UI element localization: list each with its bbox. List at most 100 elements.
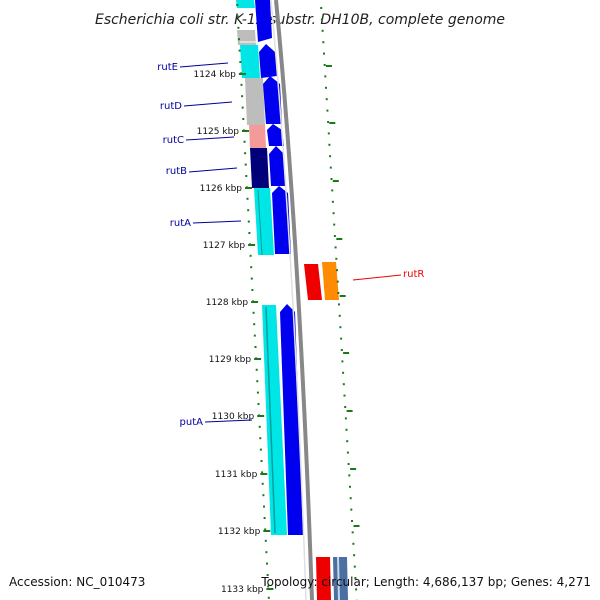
gene-leader-line xyxy=(188,167,238,173)
ruler-dot xyxy=(244,152,247,155)
arrow-putA xyxy=(280,304,303,535)
ruler-dot xyxy=(253,334,256,337)
tick-mark xyxy=(238,73,246,75)
ruler-dash xyxy=(353,525,360,527)
ruler-right-dots xyxy=(320,7,360,600)
feature-block-ruteE xyxy=(240,45,260,78)
ruler-dot xyxy=(263,517,266,519)
ruler-dot xyxy=(351,531,354,534)
tick-label: 1132 kbp xyxy=(218,527,261,537)
ruler-dot xyxy=(352,542,355,545)
map-title: Escherichia coli str. K-12 substr. DH10B… xyxy=(95,12,505,28)
ruler-dash xyxy=(329,122,336,124)
gene-leader-line xyxy=(183,101,233,107)
feature-block-rutC xyxy=(249,125,266,148)
ruler-dot xyxy=(334,246,337,249)
ruler-dot xyxy=(320,7,323,9)
backbone-arc xyxy=(274,0,314,600)
ruler-dot xyxy=(250,277,253,280)
ruler-dot xyxy=(329,166,332,169)
accession-text: Accession: NC_010473 xyxy=(9,575,145,589)
ruler-dot xyxy=(259,448,262,451)
ruler-dot xyxy=(236,4,239,6)
ruler-dot xyxy=(250,266,253,269)
tick-label: 1126 kbp xyxy=(200,184,243,194)
ruler-dot xyxy=(253,323,256,326)
ruler-dot xyxy=(333,223,336,226)
ruler-dot xyxy=(325,86,327,89)
tick-mark xyxy=(251,301,259,303)
ruler-dot xyxy=(336,269,338,272)
gene-label-rutA: rutA xyxy=(170,218,191,229)
ruler-dot xyxy=(329,155,332,158)
ruler-dot xyxy=(239,61,242,63)
ruler-dot xyxy=(330,178,333,180)
ruler-dot xyxy=(258,425,261,428)
ruler-dash xyxy=(339,295,346,297)
ruler-dot xyxy=(264,528,267,531)
ruler-dot xyxy=(347,463,350,465)
ruler-dash xyxy=(325,65,332,67)
ruler-dot xyxy=(333,235,336,237)
ruler-dot xyxy=(252,311,255,314)
feature-block-rutD xyxy=(245,78,265,125)
tick-mark xyxy=(257,415,265,417)
ruler-dot xyxy=(255,368,258,371)
feature-block-gray-top xyxy=(237,30,256,45)
ruler-dot xyxy=(355,588,358,591)
ruler-dot xyxy=(320,18,323,21)
ruler-dash xyxy=(350,468,357,470)
arrow-rutB xyxy=(269,146,286,186)
ruler-dot xyxy=(263,505,265,508)
ruler-dash xyxy=(346,410,353,412)
gene-leader-line xyxy=(185,136,235,141)
ruler-dot xyxy=(331,189,334,192)
ruler-dash xyxy=(336,238,343,240)
tick-label: 1124 kbp xyxy=(193,70,236,80)
ruler-dot xyxy=(265,551,268,554)
ruler-dot xyxy=(324,75,327,78)
ruler-dot xyxy=(244,163,247,166)
ruler-dot xyxy=(256,391,259,394)
ruler-dot xyxy=(256,380,259,383)
backbone-arc-inner xyxy=(270,0,307,600)
ruler-dot xyxy=(326,109,329,112)
ruler-dot xyxy=(266,574,269,576)
ruler-dot xyxy=(348,474,351,477)
ruler-dot xyxy=(332,212,335,215)
gene-label-rutC: rutC xyxy=(163,135,184,146)
gene-label-rutR: rutR xyxy=(403,269,424,280)
ruler-dot xyxy=(262,494,265,497)
feature-rutR-orange xyxy=(322,262,339,300)
ruler-dot xyxy=(254,346,257,348)
gene-leader-line xyxy=(179,62,229,68)
ruler-dot xyxy=(353,554,356,557)
ruler-dot xyxy=(327,132,330,135)
ruler-dot xyxy=(322,41,325,44)
ruler-dot xyxy=(336,280,339,283)
ruler-dot xyxy=(242,118,245,120)
ruler-dot xyxy=(344,406,347,408)
ruler-dot xyxy=(323,64,326,66)
ruler-dot xyxy=(247,220,250,223)
ruler-dot xyxy=(245,175,248,177)
tick-label: 1128 kbp xyxy=(206,298,249,308)
ruler-dot xyxy=(323,52,325,55)
ruler-dot xyxy=(346,440,349,443)
ruler-dot xyxy=(350,508,353,511)
summary-text: Topology: circular; Length: 4,686,137 bp… xyxy=(260,575,591,589)
tick-label: 1133 kbp xyxy=(221,585,264,595)
tick-mark xyxy=(263,530,271,532)
ring-reverse-features xyxy=(236,0,287,535)
ruler-dot xyxy=(341,360,344,363)
ruler-dash xyxy=(343,352,350,354)
ruler-dot xyxy=(247,209,250,212)
ruler-dot xyxy=(342,371,345,374)
ruler-dot xyxy=(345,428,348,431)
gene-label-rutE: rutE xyxy=(157,62,178,73)
tick-mark xyxy=(245,187,252,189)
ruler-dot xyxy=(338,303,340,306)
ruler-dot xyxy=(349,497,352,500)
ruler-dot xyxy=(337,292,340,294)
